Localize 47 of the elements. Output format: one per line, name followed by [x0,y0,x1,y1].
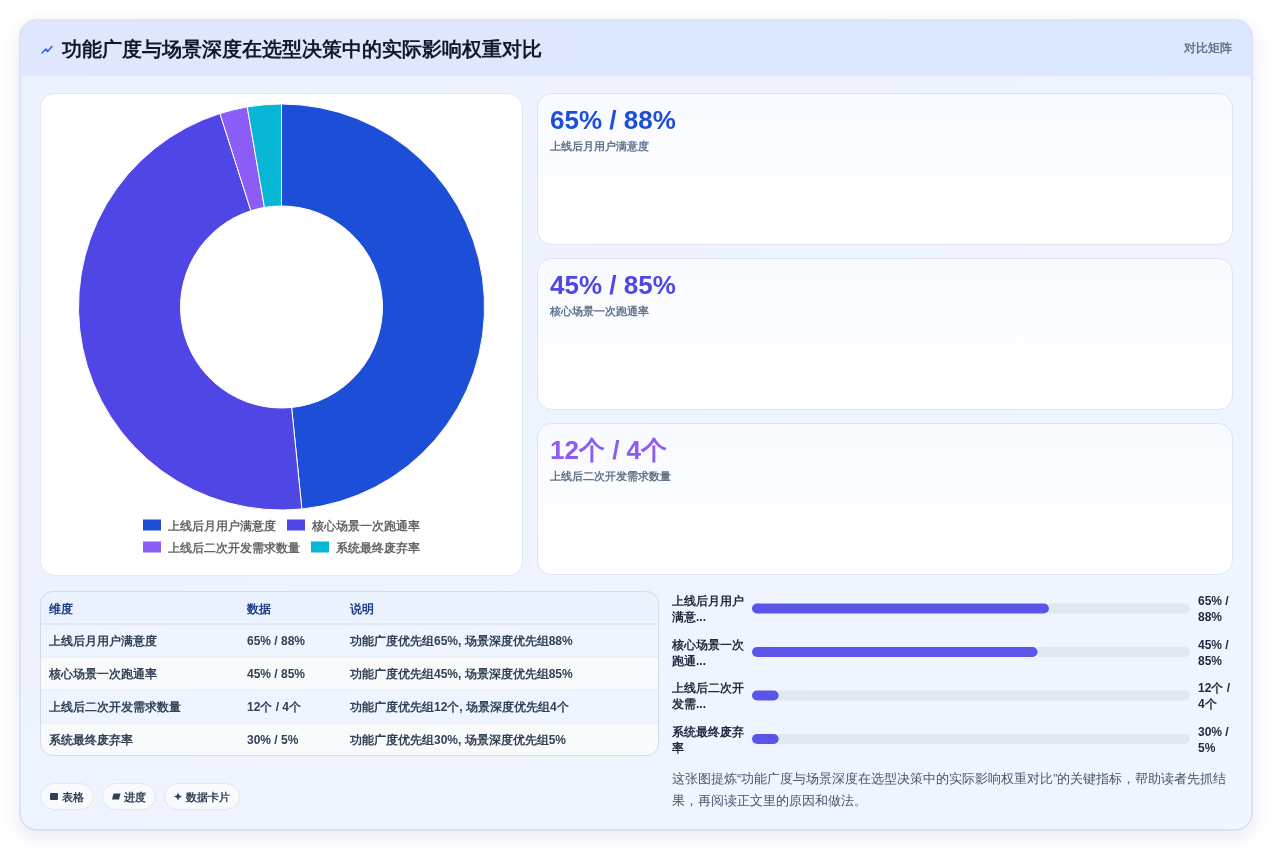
text: 功能广度优先组65%, 场景深度优先组88% [349,634,574,648]
y-tick-label: 上线后二次开发需... [671,681,744,711]
text: 12个 / 4个 [1198,681,1231,711]
text: 表格 [61,790,85,803]
legend-label: 核心场景一次跑通率 [311,518,420,533]
text: 30% / 5% [1198,724,1230,755]
y-tick-label: 上线后月用户满意... [671,594,744,624]
text: 功能广度优先组30%, 场景深度优先组5% [349,733,567,747]
text: 进度 [123,790,146,803]
text: 上线后二次开发需求数量 [549,470,671,482]
category-label: 维度 [48,602,73,616]
text: 核心场景一次跑通率 [549,305,649,317]
text: 65% / 88% [247,634,306,648]
text: 30% / 5% [247,733,299,747]
text: 45% / 85% [247,667,306,681]
text: 对比矩阵 [1183,41,1232,55]
legend-label: 上线后二次开发需求数量 [167,540,300,555]
bar [1037,647,1190,657]
text: 这张图提炼“功能广度与场景深度在选型决策中的实际影响权重对比”的关键指标，帮助读者先抓结果，再阅读正文里的原因和做法。 [672,771,1227,808]
text: 12个 / 4个 [550,435,668,465]
text: 65% / 88% [1198,594,1230,624]
y-tick-label: 系统最终废弃率 [671,724,744,755]
text: 65% / 88% [550,105,676,135]
legend-label: 系统最终废弃率 [335,540,420,555]
bar [752,647,1038,657]
text: 功能广度优先组12个, 场景深度优先组4个 [349,700,570,714]
text: 核心场景一次跑通率 [48,667,157,681]
category-label: 数据 [246,602,271,616]
bar [778,690,1190,701]
bar [752,690,779,701]
text: 45% / 85% [550,270,676,300]
text: 数据卡片 [185,790,230,803]
text: 45% / 85% [1198,637,1230,668]
text: 功能广度优先组45%, 场景深度优先组85% [349,667,574,681]
text: 功能广度与场景深度在选型决策中的实际影响权重对比 [61,38,542,60]
text: 上线后二次开发需求数量 [48,700,181,714]
category-label: 说明 [349,602,374,616]
text: 系统最终废弃率 [48,733,133,747]
bar [752,603,1049,614]
y-tick-label: 核心场景一次跑通... [671,637,745,668]
bar [1048,603,1190,614]
text: 上线后月用户满意度 [48,634,157,648]
text: 12个 / 4个 [247,700,303,714]
bar [778,734,1190,744]
text: 上线后月用户满意度 [549,140,649,152]
legend-label: 上线后月用户满意度 [167,518,276,533]
bar [752,734,779,744]
